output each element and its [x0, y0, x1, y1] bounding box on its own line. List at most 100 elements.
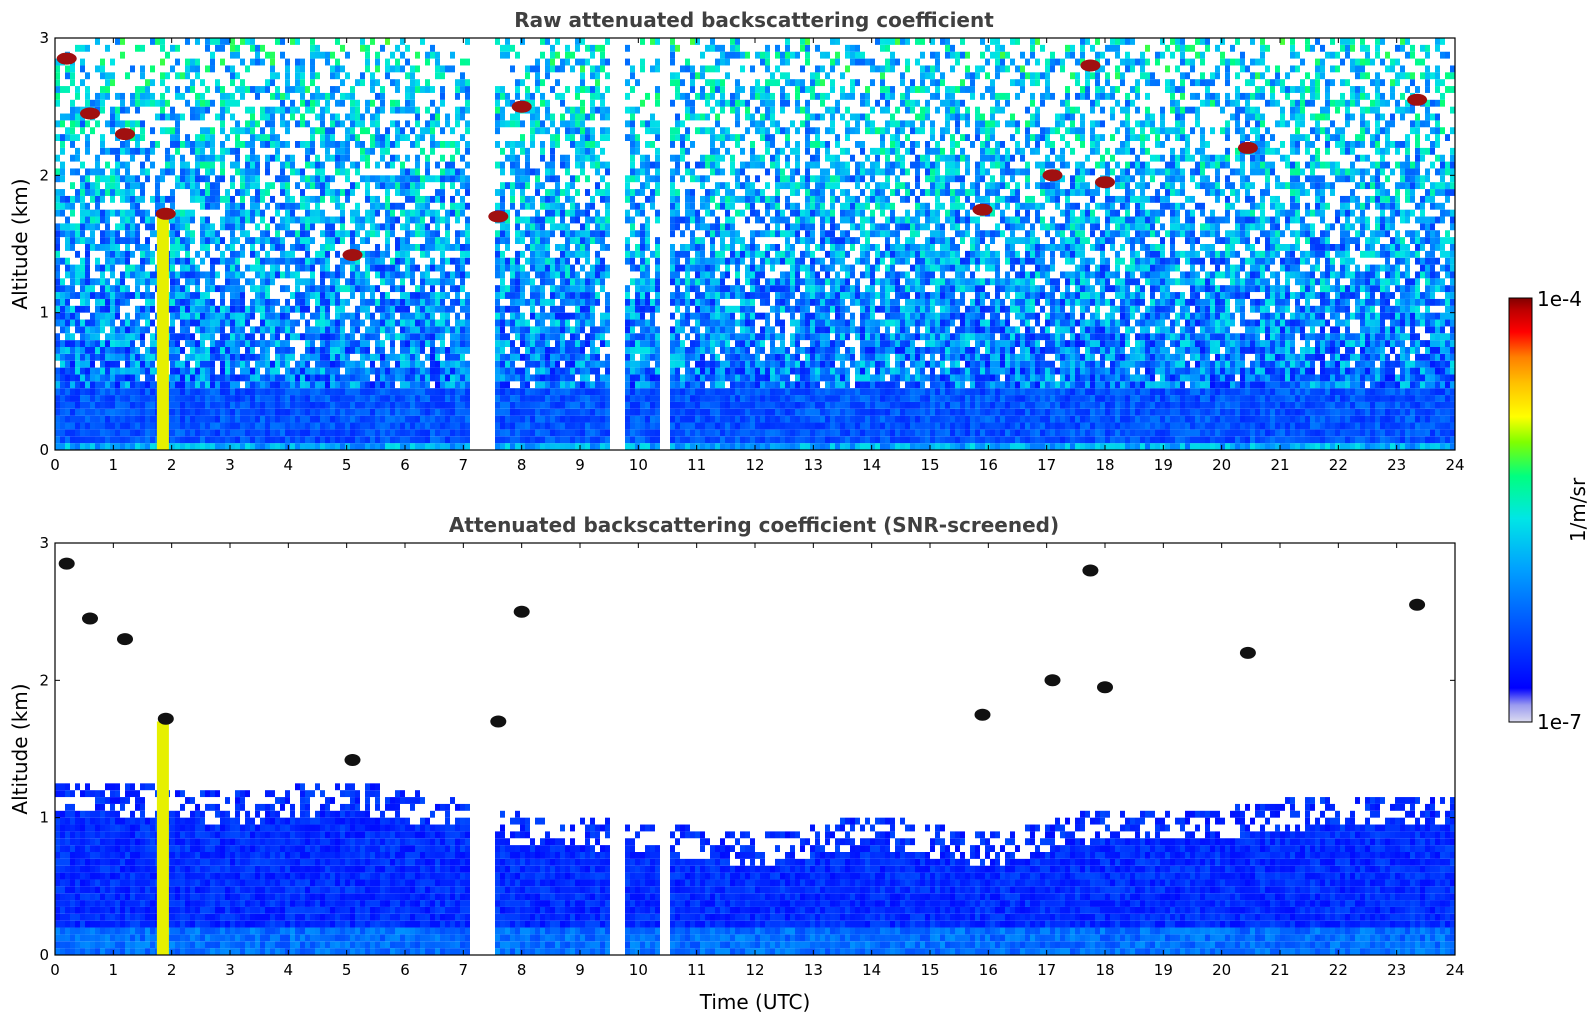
- heatmap-cell: [560, 367, 565, 375]
- heatmap-cell: [495, 161, 500, 169]
- heatmap-cell: [95, 154, 100, 162]
- heatmap-cell: [110, 285, 115, 293]
- heatmap-cell: [600, 381, 605, 389]
- heatmap-cell: [235, 285, 240, 293]
- heatmap-cell: [145, 326, 150, 334]
- heatmap-cell: [370, 395, 375, 402]
- heatmap-cell: [60, 223, 65, 231]
- heatmap-cell: [605, 168, 610, 176]
- heatmap-cell: [550, 367, 555, 375]
- heatmap-cell: [655, 182, 660, 190]
- heatmap-cell: [430, 99, 435, 107]
- heatmap-cell: [140, 189, 145, 196]
- heatmap-cell: [195, 168, 200, 176]
- heatmap-cell: [310, 312, 315, 320]
- heatmap-cell: [135, 92, 140, 100]
- heatmap-cell: [405, 429, 410, 437]
- heatmap-cell: [85, 298, 90, 306]
- heatmap-cell: [465, 443, 470, 450]
- heatmap-cell: [580, 79, 585, 87]
- heatmap-cell: [300, 189, 305, 196]
- heatmap-cell: [295, 395, 300, 402]
- heatmap-cell: [235, 120, 240, 128]
- heatmap-cell: [340, 230, 345, 238]
- heatmap-cell: [185, 38, 190, 45]
- heatmap-cell: [450, 408, 455, 416]
- heatmap-cell: [560, 58, 565, 66]
- heatmap-cell: [60, 429, 65, 437]
- heatmap-cell: [230, 38, 235, 45]
- heatmap-cell: [555, 326, 560, 334]
- heatmap-cell: [90, 127, 95, 135]
- heatmap-cell: [320, 189, 325, 196]
- heatmap-cell: [355, 209, 360, 217]
- heatmap-cell: [285, 285, 290, 293]
- heatmap-cell: [435, 367, 440, 375]
- heatmap-cell: [60, 257, 65, 265]
- heatmap-cell: [605, 127, 610, 135]
- heatmap-cell: [170, 326, 175, 334]
- heatmap-cell: [300, 388, 305, 396]
- heatmap-cell: [375, 92, 380, 100]
- heatmap-cell: [255, 154, 260, 162]
- heatmap-cell: [125, 319, 130, 327]
- heatmap-cell: [200, 436, 205, 444]
- heatmap-cell: [95, 319, 100, 327]
- heatmap-cell: [200, 347, 205, 354]
- heatmap-cell: [670, 264, 675, 272]
- heatmap-cell: [565, 395, 570, 402]
- heatmap-cell: [580, 326, 585, 334]
- heatmap-cell: [200, 340, 205, 347]
- heatmap-cell: [580, 147, 585, 155]
- heatmap-cell: [145, 436, 150, 444]
- heatmap-cell: [325, 443, 330, 450]
- heatmap-cell: [210, 58, 215, 66]
- heatmap-cell: [120, 415, 125, 423]
- heatmap-cell: [400, 65, 405, 73]
- heatmap-cell: [335, 161, 340, 169]
- heatmap-cell: [565, 388, 570, 396]
- heatmap-cell: [670, 408, 675, 416]
- heatmap-cell: [180, 388, 185, 396]
- heatmap-cell: [60, 319, 65, 327]
- heatmap-cell: [580, 209, 585, 217]
- heatmap-cell: [130, 367, 135, 375]
- heatmap-cell: [315, 401, 320, 409]
- heatmap-cell: [505, 38, 510, 45]
- heatmap-cell: [580, 422, 585, 430]
- heatmap-cell: [230, 367, 235, 375]
- heatmap-cell: [425, 422, 430, 430]
- heatmap-cell: [670, 38, 675, 45]
- heatmap-cell: [145, 168, 150, 176]
- heatmap-cell: [550, 44, 555, 52]
- heatmap-cell: [215, 374, 220, 382]
- heatmap-cell: [540, 285, 545, 293]
- heatmap-cell: [285, 333, 290, 341]
- heatmap-cell: [365, 285, 370, 293]
- heatmap-cell: [120, 353, 125, 361]
- heatmap-cell: [450, 381, 455, 389]
- heatmap-cell: [505, 401, 510, 409]
- heatmap-cell: [390, 395, 395, 402]
- heatmap-cell: [525, 326, 530, 334]
- heatmap-cell: [300, 436, 305, 444]
- heatmap-cell: [235, 436, 240, 444]
- heatmap-cell: [185, 141, 190, 148]
- heatmap-cell: [250, 202, 255, 210]
- heatmap-cell: [445, 216, 450, 224]
- heatmap-cell: [245, 374, 250, 382]
- heatmap-cell: [570, 202, 575, 210]
- heatmap-cell: [570, 340, 575, 347]
- heatmap-cell: [210, 154, 215, 162]
- heatmap-cell: [180, 312, 185, 320]
- heatmap-cell: [495, 298, 500, 306]
- heatmap-cell: [670, 395, 675, 402]
- heatmap-cell: [125, 333, 130, 341]
- heatmap-cell: [300, 360, 305, 368]
- heatmap-cell: [355, 381, 360, 389]
- heatmap-cell: [325, 244, 330, 251]
- heatmap-cell: [355, 401, 360, 409]
- heatmap-cell: [395, 333, 400, 341]
- heatmap-cell: [585, 408, 590, 416]
- heatmap-cell: [635, 168, 640, 176]
